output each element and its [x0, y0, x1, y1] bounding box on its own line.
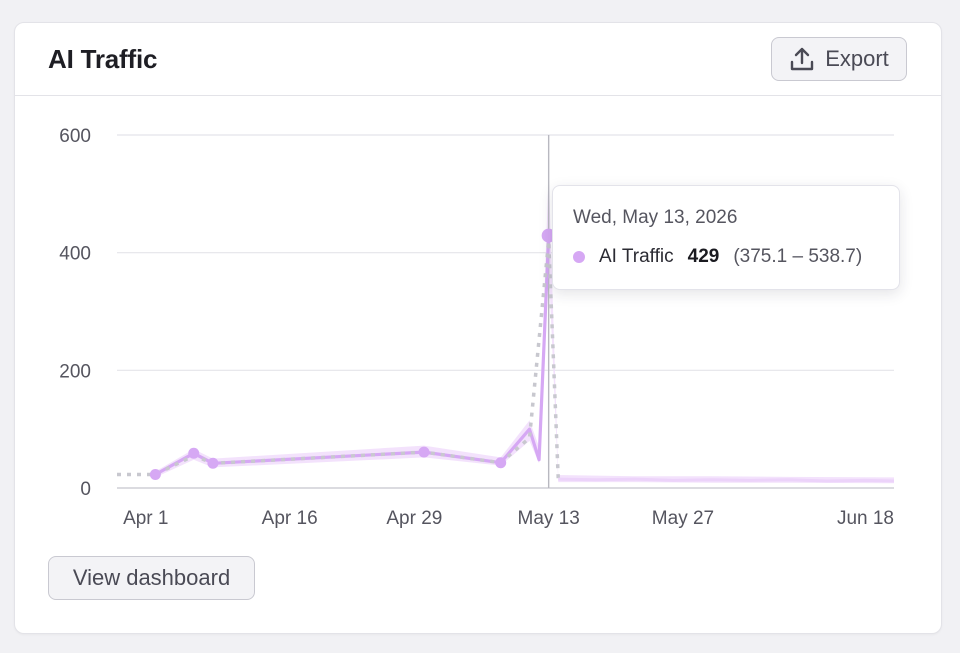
data-point: [188, 447, 200, 459]
ai-traffic-chart[interactable]: 0 200 400 600 Apr 1 Apr 16 Apr 29 May 13 May 27 J…: [15, 96, 941, 536]
tooltip-range: (375.1 – 538.7): [733, 246, 863, 267]
y-tick-label: 600: [59, 126, 91, 147]
x-tick-label: Apr 16: [262, 508, 318, 529]
expected-series-line: [117, 240, 561, 480]
chart-area[interactable]: 0 200 400 600 Apr 1 Apr 16 Apr 29 May 13 May 27 J…: [15, 96, 941, 536]
view-dashboard-button[interactable]: View dashboard: [48, 556, 255, 600]
ai-traffic-series-line: [154, 235, 551, 476]
card-header: AI Traffic Export: [15, 23, 941, 96]
tooltip-series-name: AI Traffic: [599, 246, 674, 267]
upload-icon: [791, 47, 814, 71]
tooltip-date: Wed, May 13, 2026: [573, 207, 738, 228]
x-tick-label: Apr 1: [123, 508, 168, 529]
chart-tooltip: Wed, May 13, 2026 AI Traffic 429 (375.1 …: [552, 185, 900, 290]
x-tick-label: Jun 18: [837, 508, 894, 529]
data-point: [149, 468, 161, 480]
export-label: Export: [825, 46, 889, 71]
ai-traffic-card: AI Traffic Export 0 200 400 600 Apr 1 Apr 16 A…: [14, 22, 942, 634]
y-tick-label: 0: [80, 479, 91, 500]
forecast-series-line: [558, 477, 895, 483]
tooltip-value: 429: [687, 246, 720, 267]
y-tick-label: 200: [59, 361, 91, 382]
series-swatch: [573, 251, 585, 263]
y-tick-label: 400: [59, 244, 91, 265]
export-button[interactable]: Export: [771, 37, 907, 81]
x-tick-label: May 27: [652, 508, 714, 529]
x-tick-label: Apr 29: [386, 508, 442, 529]
view-dashboard-label: View dashboard: [72, 565, 231, 590]
tooltip-row: AI Traffic 429 (375.1 – 538.7): [573, 246, 862, 268]
data-point: [207, 457, 219, 469]
data-point: [418, 446, 430, 458]
data-point: [495, 457, 507, 469]
x-tick-label: May 13: [518, 508, 580, 529]
card-title: AI Traffic: [48, 44, 158, 74]
